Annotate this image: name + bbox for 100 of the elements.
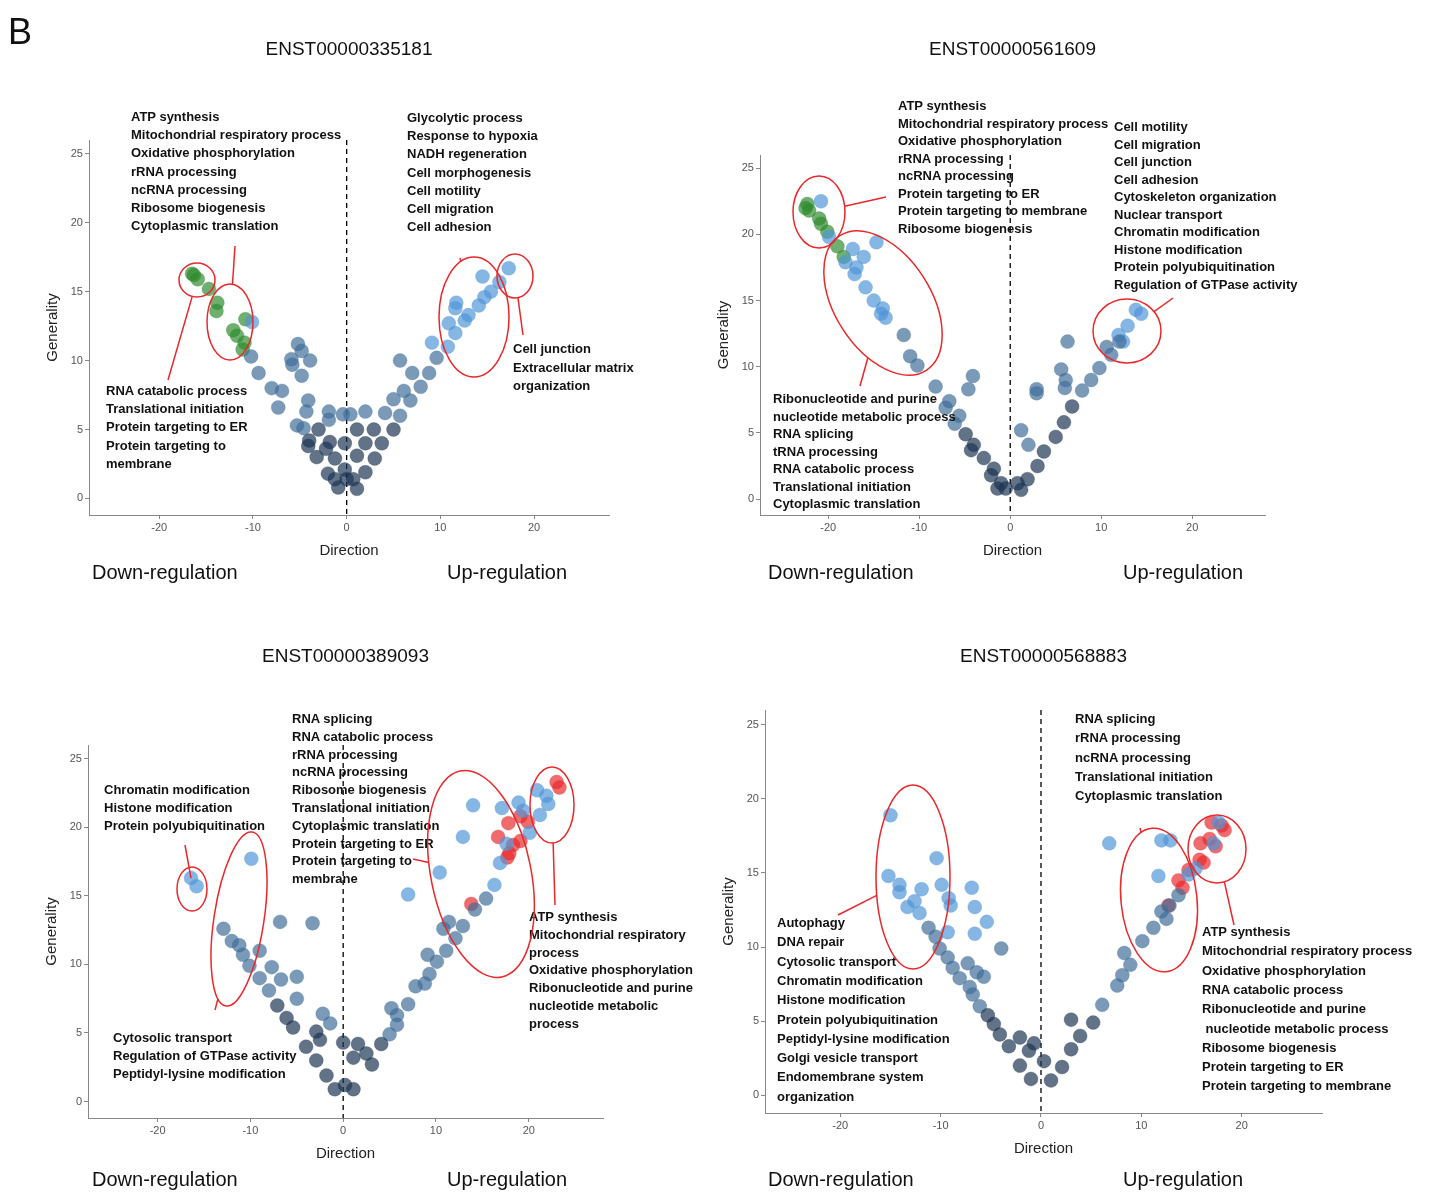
point — [1074, 383, 1090, 399]
point — [960, 955, 976, 971]
point — [345, 1081, 361, 1097]
point — [856, 249, 872, 265]
y-tick-label: 15 — [746, 866, 759, 879]
point — [478, 891, 494, 907]
point — [270, 399, 286, 415]
point — [934, 877, 950, 893]
point — [965, 986, 981, 1002]
point — [392, 353, 408, 369]
point — [279, 1010, 295, 1026]
point — [457, 313, 473, 329]
point — [1020, 437, 1036, 453]
point — [432, 865, 448, 881]
x-tick-label: -10 — [242, 1123, 259, 1136]
point — [308, 1052, 324, 1068]
point — [252, 970, 268, 986]
point — [492, 855, 508, 871]
point — [251, 365, 267, 381]
text: B — [8, 10, 33, 52]
point — [878, 310, 894, 326]
text: Down-regulation — [92, 560, 238, 583]
point — [424, 335, 440, 351]
point — [302, 353, 318, 369]
annotation: ATP synthesis Mitochondrial respiratory process Oxidative phosphorylation rRNA processing ncRNA processing Protein targeting to ER Protein targeting to membrane Ribosome biogenesis — [898, 98, 1109, 236]
point — [858, 279, 874, 295]
annotation: Chromatin modification Histone modification Protein polyubiquitination — [104, 782, 266, 834]
point — [1134, 933, 1150, 949]
chart-title: ENST00000389093 — [262, 645, 429, 667]
point — [386, 391, 402, 407]
point — [880, 868, 896, 884]
point — [1057, 380, 1073, 396]
x-tick-label: 10 — [1095, 520, 1108, 533]
point — [447, 300, 463, 316]
chart-title: ENST00000561609 — [929, 38, 1096, 60]
point — [400, 886, 416, 902]
point — [838, 254, 854, 270]
point — [1021, 1043, 1037, 1059]
point — [976, 969, 992, 985]
point — [264, 959, 280, 975]
x-tick-label: -10 — [932, 1118, 949, 1131]
text: Cell motility Cell migration Cell junction Cell adhesion Cytoskeleton organization Nuclear transport Chromatin modification Histone modification Protein polyubiquitination Regulation of GTPase activity — [1114, 119, 1298, 292]
y-axis-title: Generality — [42, 896, 60, 966]
point — [373, 1036, 389, 1052]
point — [979, 914, 995, 930]
point — [400, 996, 416, 1012]
y-tick-label: 15 — [69, 888, 82, 901]
point — [421, 365, 437, 381]
point — [1043, 1072, 1059, 1088]
y-tick-label: 10 — [741, 359, 754, 372]
point — [1029, 385, 1045, 401]
point — [1023, 1071, 1039, 1087]
y-tick-label: 15 — [741, 293, 754, 306]
point — [1094, 997, 1110, 1013]
y-tick-label: 25 — [69, 751, 82, 764]
point — [321, 412, 337, 428]
point — [900, 899, 916, 915]
point — [311, 422, 327, 438]
point — [318, 1067, 334, 1083]
point — [967, 926, 983, 942]
point — [952, 970, 968, 986]
point — [327, 471, 343, 487]
point — [914, 881, 930, 897]
point — [891, 884, 907, 900]
point — [866, 293, 882, 309]
x-tick-label: -20 — [149, 1123, 166, 1136]
x-tick-label: -10 — [245, 520, 261, 533]
y-tick-label: 0 — [76, 491, 83, 504]
point — [540, 796, 556, 812]
point — [929, 850, 945, 866]
text: Autophagy DNA repair Cytosolic transport Chromatin modification Histone modification Protein polyubiquitination Peptidyl-lysine modification Golgi vesicle transport Endomembrane system organization — [777, 915, 950, 1104]
y-tick-label: 5 — [76, 422, 83, 435]
point — [945, 960, 961, 976]
point — [958, 426, 974, 442]
point — [327, 450, 343, 466]
y-tick-label: 0 — [75, 1094, 82, 1107]
point — [438, 943, 454, 959]
point — [1064, 398, 1080, 414]
x-tick-label: 20 — [527, 520, 541, 533]
annotation: Cell junction Extracellular matrix organization — [513, 341, 635, 394]
point — [465, 797, 481, 813]
point — [1063, 1041, 1079, 1057]
chart-title: ENST00000568883 — [960, 645, 1127, 667]
point — [1083, 372, 1099, 388]
point — [309, 449, 325, 465]
point — [1063, 1012, 1079, 1028]
y-tick-label: 10 — [746, 940, 759, 953]
y-tick-label: 0 — [747, 492, 754, 505]
point — [413, 379, 429, 395]
point — [976, 450, 992, 466]
point — [285, 1019, 301, 1035]
point — [1036, 443, 1052, 459]
x-axis-title: Direction — [319, 541, 379, 559]
point — [963, 442, 979, 458]
point — [1111, 334, 1127, 350]
annotation: ATP synthesis Mitochondrial respiratory process Oxidative phosphorylation rRNA processing ncRNA processing Ribosome biogenesis Cytoplasmic translation — [131, 109, 342, 234]
x-tick-label: 10 — [434, 520, 447, 533]
point — [1030, 458, 1046, 474]
point — [912, 905, 928, 921]
point — [983, 467, 999, 483]
